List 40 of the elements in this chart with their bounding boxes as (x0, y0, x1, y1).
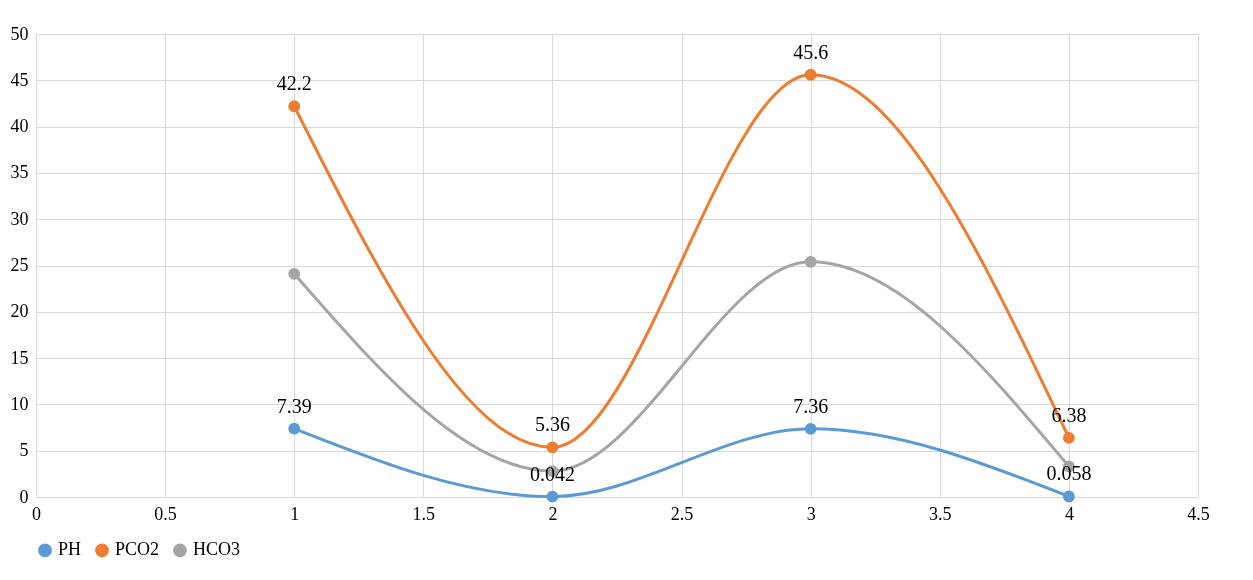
point (546, 441, 559, 454)
y-tick-label: 50 (10, 23, 29, 44)
y-tick-label: 0 (19, 486, 29, 507)
x-tick-label: 0.5 (154, 503, 177, 524)
point (288, 422, 301, 435)
point (288, 267, 301, 280)
y-tick-label: 15 (10, 347, 29, 368)
data-label: 0.042 (529, 462, 575, 485)
y-tick-label: 5 (19, 440, 29, 461)
data-label: 7.36 (793, 394, 829, 417)
legend-label: PCO2 (115, 539, 160, 560)
x-tick-label: 2.5 (670, 503, 694, 524)
x-tick-label: 4 (1064, 503, 1074, 524)
legend-label: HCO3 (193, 539, 241, 560)
x-tick-label: 1.5 (412, 503, 436, 524)
point (1062, 432, 1075, 444)
point (288, 100, 301, 113)
point (804, 422, 817, 435)
y-tick-label: 45 (10, 69, 29, 90)
data-label: 5.36 (534, 413, 570, 436)
data-label: 42.2 (276, 72, 312, 95)
y-tick-label: 35 (10, 162, 29, 183)
data-label: 45.6 (793, 40, 829, 63)
y-tick-label: 10 (10, 393, 29, 414)
x-tick-label: 3.5 (929, 503, 952, 524)
legend-label: PH (58, 539, 82, 560)
x-tick-label: 3 (806, 503, 816, 524)
point (804, 68, 817, 81)
point (804, 255, 817, 268)
x-tick-label: 1 (290, 503, 300, 524)
x-tick-label: 4.5 (1187, 503, 1210, 524)
y-tick-label: 40 (10, 116, 29, 137)
y-tick-label: 30 (10, 208, 29, 229)
x-tick-label: 2 (548, 503, 558, 524)
data-label: 0.058 (1046, 462, 1092, 485)
point (1062, 490, 1075, 503)
y-tick-label: 25 (10, 255, 29, 275)
data-label: 7.39 (276, 394, 312, 417)
point (546, 490, 559, 503)
y-tick-label: 20 (10, 301, 29, 322)
